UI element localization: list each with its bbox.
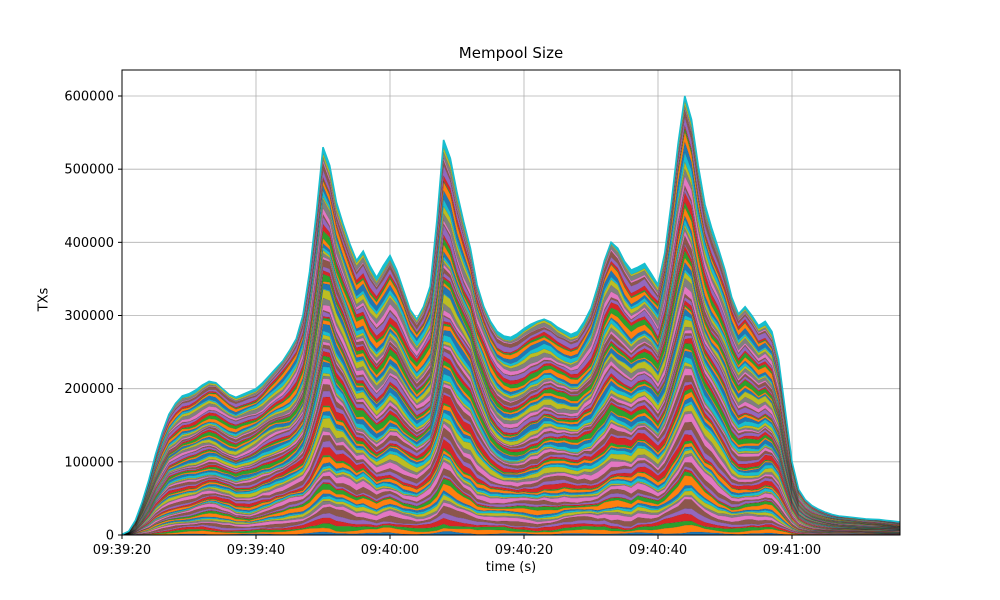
y-axis-label: TXs xyxy=(36,287,52,312)
y-tick-label: 400000 xyxy=(64,236,114,251)
y-tick-label: 500000 xyxy=(64,163,114,178)
x-axis-label: time (s) xyxy=(485,560,537,575)
y-tick-label: 200000 xyxy=(64,382,114,397)
x-tick-label: 09:39:40 xyxy=(227,543,285,558)
x-tick-label: 09:41:00 xyxy=(763,543,821,558)
y-tick-label: 300000 xyxy=(64,309,114,324)
y-tick-label: 600000 xyxy=(64,90,114,105)
x-tick-label: 09:40:40 xyxy=(629,543,687,558)
y-tick-label: 100000 xyxy=(64,455,114,470)
x-tick-label: 09:40:00 xyxy=(361,543,419,558)
envelope-line xyxy=(121,95,900,536)
chart-title: Mempool Size xyxy=(458,44,564,62)
plot-border xyxy=(121,69,901,536)
x-tick-label: 09:40:20 xyxy=(495,543,553,558)
x-tick-label: 09:39:20 xyxy=(93,543,151,558)
y-tick-label: 0 xyxy=(106,529,114,544)
